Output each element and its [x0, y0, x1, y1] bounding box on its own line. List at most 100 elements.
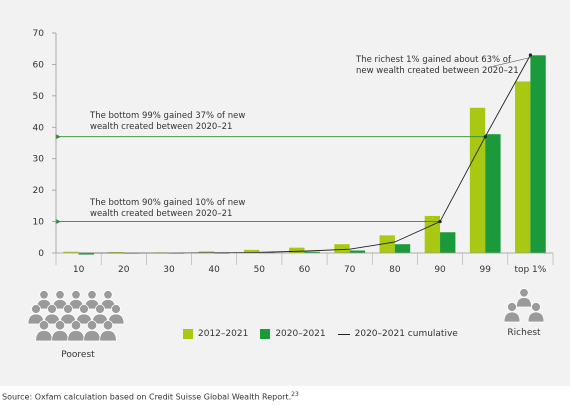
poorest-person-front-1-head [54, 320, 66, 331]
cumulative-line [78, 53, 533, 254]
poorest-person-mid-1-head [47, 304, 57, 314]
richest-person-left-head [507, 302, 517, 312]
legend-swatch-cumulative [337, 333, 350, 335]
poorest-person-front-4-body [99, 330, 117, 342]
x-tick-label-80: 80 [389, 265, 401, 275]
poorest-person-back-3-head [87, 290, 97, 300]
poorest-crowd-icon [27, 290, 125, 342]
cumulative-point-90 [438, 219, 442, 224]
legend-swatch-2012-2021 [183, 329, 193, 339]
annotation-2-line-1: wealth created between 2020–21 [90, 209, 232, 219]
poorest-person-mid-4-head [95, 304, 105, 314]
poorest-person-back-4-head [103, 290, 113, 300]
cumulative-line-path [78, 54, 531, 254]
annotation-2: The bottom 90% gained 10% of new wealth c… [89, 198, 245, 219]
poorest-person-front-0-body [35, 330, 53, 342]
poorest-person-front-3 [83, 320, 101, 342]
poorest-person-mid-3-head [79, 304, 89, 314]
richest-person-top-head [519, 288, 529, 298]
y-tick-label-20: 20 [33, 186, 45, 196]
bar-2020-2021-99 [485, 134, 501, 253]
annotation-2-line-0: The bottom 90% gained 10% of new [89, 198, 245, 208]
x-tick-label-40: 40 [208, 265, 220, 275]
annotation-0-line-0: The richest 1% gained about 63% of [355, 55, 512, 65]
bar-2020-2021-60 [304, 251, 320, 253]
poorest-person-mid-5 [107, 304, 125, 325]
poorest-person-front-3-head [86, 320, 98, 331]
x-tick-label-50: 50 [254, 265, 266, 275]
bar-2020-2021-90 [440, 232, 456, 253]
poorest-person-front-4-head [102, 320, 114, 331]
legend-label-2020-2021: 2020–2021 [275, 329, 326, 339]
poorest-person-front-4 [99, 320, 117, 342]
bar-2020-2021-top1 [530, 55, 546, 253]
bar-2012-2021-10 [63, 251, 79, 253]
poorest-person-back-0-head [39, 290, 49, 300]
richest-person-right-head [531, 302, 541, 312]
annotations: The richest 1% gained about 63% of new we… [89, 55, 533, 219]
bar-2012-2021-70 [334, 244, 350, 253]
richest-person-left [503, 302, 521, 323]
bar-2012-2021-99 [469, 107, 486, 253]
poorest-person-mid-0 [27, 304, 45, 325]
x-tick-label-top1: top 1% [514, 265, 546, 275]
poorest-person-mid-1 [43, 304, 61, 325]
richest-person-top-body [515, 297, 533, 308]
poorest-person-front-2-head [70, 320, 82, 331]
legend: 2012–2021 2020–2021 2020–2021 cumulative [183, 329, 458, 339]
bar-2012-2021-90 [424, 215, 441, 253]
richest-group-icon [503, 288, 545, 323]
x-tick-label-30: 30 [163, 265, 175, 275]
bar-2012-2021-40 [198, 251, 215, 253]
richest-person-right [527, 302, 545, 323]
bar-2020-2021-70 [349, 250, 366, 253]
poorest-person-mid-5-head [111, 304, 121, 314]
y-tick-label-30: 30 [33, 155, 45, 165]
legend-label-cumulative: 2020–2021 cumulative [354, 329, 458, 339]
poorest-person-front-2-body [67, 330, 85, 342]
y-tick-label-40: 40 [33, 123, 45, 133]
y-tick-label-70: 70 [33, 29, 45, 39]
poorest-person-mid-0-head [31, 304, 41, 314]
richest-label: Richest [507, 328, 541, 338]
bars [63, 55, 546, 255]
annotation-1-line-1: wealth created between 2020–21 [90, 122, 232, 132]
y-tick-label-60: 60 [33, 60, 45, 70]
y-tick-label-10: 10 [33, 218, 45, 228]
bar-2012-2021-50 [243, 249, 260, 253]
wealth-chart: 0 10 20 30 40 50 60 70 10 20 30 40 50 60 70 80 90 99 top 1… [33, 29, 554, 275]
legend-item-cumulative: 2020–2021 cumulative [337, 329, 458, 339]
x-tick-label-99: 99 [480, 265, 492, 275]
cumulative-point-top1 [528, 53, 533, 57]
poorest-person-mid-5-body [107, 313, 125, 325]
axes: 0 10 20 30 40 50 60 70 10 20 30 40 50 60 70 80 90 99 top 1… [33, 29, 554, 275]
cumulative-point-99 [483, 135, 487, 139]
bar-2012-2021-top1 [515, 81, 531, 254]
richest-person-top [515, 288, 533, 308]
source-ref: 23 [291, 391, 299, 398]
poorest-person-front-3-body [83, 330, 101, 342]
source-note: Source: Oxfam calculation based on Credi… [2, 391, 299, 402]
poorest-person-mid-3 [75, 304, 93, 325]
poorest-person-front-2 [67, 320, 85, 342]
poorest-person-mid-4 [91, 304, 109, 325]
poorest-person-front-0-head [38, 320, 50, 331]
annotation-1-line-0: The bottom 99% gained 37% of new [89, 111, 245, 121]
x-tick-label-70: 70 [344, 265, 356, 275]
poorest-person-back-1-head [55, 290, 65, 300]
richest-person-left-body [503, 311, 521, 323]
poorest-person-front-1-body [51, 330, 69, 342]
x-tick-label-90: 90 [434, 265, 446, 275]
legend-item-2012-2021: 2012–2021 [183, 329, 248, 339]
annotation-1: The bottom 99% gained 37% of new wealth c… [89, 111, 245, 132]
x-tick-label-20: 20 [118, 265, 130, 275]
annotation-0-line-1: new wealth created between 2020–21 [356, 66, 519, 76]
grid [52, 32, 56, 254]
bar-2020-2021-10 [78, 253, 94, 255]
poorest-person-mid-2-head [63, 304, 73, 314]
annotation-leader [489, 56, 533, 68]
source-text: Source: Oxfam calculation based on Credi… [2, 392, 292, 402]
y-tick-label-50: 50 [33, 92, 45, 102]
annotation-0: The richest 1% gained about 63% of new we… [355, 55, 519, 76]
legend-swatch-2020-2021 [260, 329, 271, 339]
